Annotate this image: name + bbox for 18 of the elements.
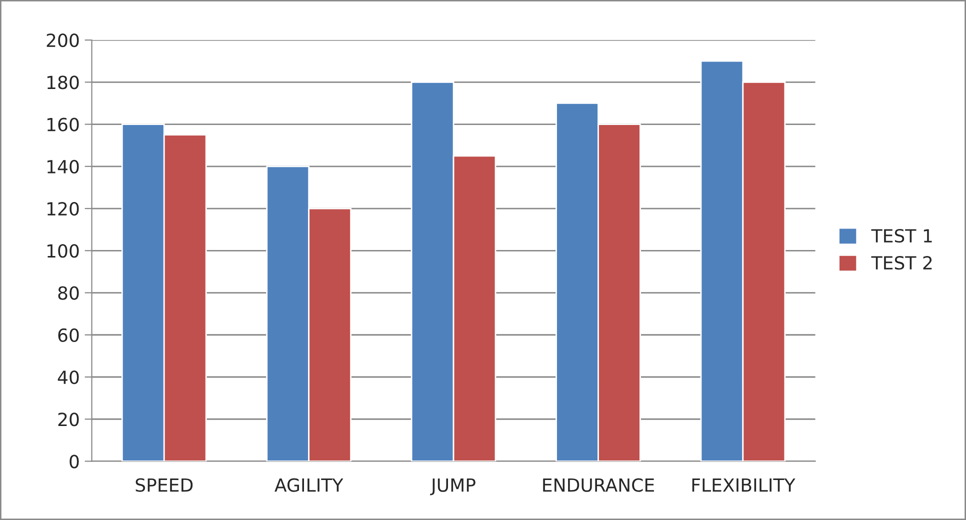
legend-label: TEST 2 (871, 256, 932, 270)
y-tick-label: 100 (47, 244, 79, 258)
y-tick-label: 140 (47, 160, 79, 174)
y-tick-label: 80 (58, 286, 79, 300)
x-tick-label: ENDURANCE (543, 478, 654, 492)
y-tick-label: 200 (46, 34, 79, 48)
y-tick-label: 160 (47, 118, 79, 132)
y-tick-label: 180 (47, 76, 79, 90)
x-tick-label: SPEED (136, 478, 193, 492)
y-tick-label: 60 (58, 328, 79, 342)
x-tick-label: AGILITY (274, 478, 344, 492)
y-tick-label: 40 (58, 370, 79, 384)
legend-label: TEST 1 (871, 228, 932, 243)
y-tick-label: 0 (70, 454, 79, 468)
x-tick-label: JUMP (430, 478, 476, 496)
y-tick-label: 20 (58, 412, 79, 426)
y-tick-label: 120 (47, 202, 79, 216)
x-tick-label: FLEXIBILITY (692, 478, 796, 492)
